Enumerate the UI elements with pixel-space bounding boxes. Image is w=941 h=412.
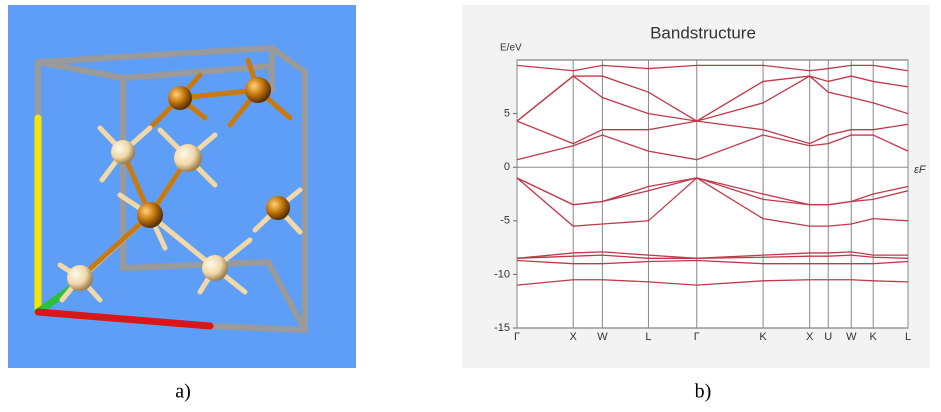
y-tick-label: 0 (504, 161, 510, 173)
x-tick-label: L (645, 331, 651, 343)
y-tick-label: 5 (504, 108, 510, 120)
x-tick-label: X (570, 331, 578, 343)
y-axis-label: E/eV (500, 43, 522, 54)
x-tick-label: X (806, 331, 814, 343)
x-tick-label: Γ (694, 331, 700, 343)
figure: Bandstructure E/eV a) b) ΓXWLΓKXUWKL-15-… (0, 0, 941, 412)
x-tick-label: W (597, 331, 608, 343)
x-tick-label: W (846, 331, 857, 343)
plot-area (517, 60, 908, 328)
y-tick-label: -15 (494, 322, 510, 334)
y-tick-label: -5 (500, 215, 510, 227)
fermi-label: εF (914, 164, 927, 176)
chart-title: Bandstructure (650, 23, 756, 42)
x-tick-label: K (869, 331, 877, 343)
page: Bandstructure E/eV a) b) ΓXWLΓKXUWKL-15-… (0, 0, 941, 412)
x-tick-label: U (824, 331, 832, 343)
y-tick-label: -10 (494, 268, 510, 280)
x-tick-label: K (759, 331, 767, 343)
caption: b) (695, 381, 712, 403)
crystal-image (8, 5, 356, 368)
x-tick-label: L (905, 331, 911, 343)
caption: a) (175, 381, 191, 403)
x-tick-label: Γ (514, 331, 520, 343)
